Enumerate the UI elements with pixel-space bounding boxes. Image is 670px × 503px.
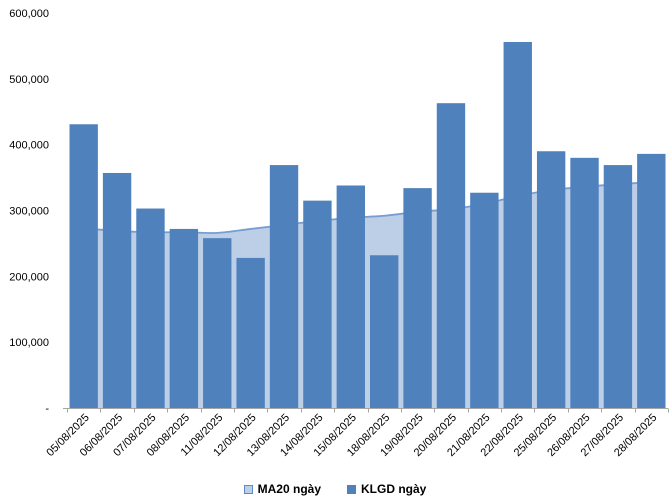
legend-swatch-ma20-icon xyxy=(243,484,253,494)
legend-item-ma20: MA20 ngày xyxy=(243,482,321,496)
legend-item-klgd: KLGD ngày xyxy=(347,482,426,496)
volume-chart: - 100,000 200,000 300,000 400,000 500,000 600,… xyxy=(9,8,669,459)
bar-12/08/2025 xyxy=(236,257,265,408)
y-axis-label: - xyxy=(45,403,49,415)
bar-08/08/2025 xyxy=(169,228,199,408)
bar-19/08/2025 xyxy=(403,188,432,408)
bar-20/08/2025 xyxy=(436,103,466,408)
y-axis-label: 500,000 xyxy=(9,74,49,86)
bar-05/08/2025 xyxy=(69,124,98,408)
bar-07/08/2025 xyxy=(136,208,165,408)
legend-label-klgd: KLGD ngày xyxy=(361,482,427,496)
bar-18/08/2025 xyxy=(370,255,399,408)
bar-22/08/2025 xyxy=(503,41,532,408)
bar-27/08/2025 xyxy=(603,165,633,408)
bar-28/08/2025 xyxy=(637,153,666,408)
bar-26/08/2025 xyxy=(570,157,599,408)
y-axis-label: 400,000 xyxy=(9,140,49,152)
bar-15/08/2025 xyxy=(336,185,365,408)
legend-swatch-klgd-icon xyxy=(347,484,356,494)
bar-25/08/2025 xyxy=(536,151,566,408)
y-axis-label: 200,000 xyxy=(9,271,49,283)
chart-legend: MA20 ngày KLGD ngày xyxy=(0,479,670,499)
y-axis-label: 600,000 xyxy=(9,8,49,20)
bar-06/08/2025 xyxy=(102,172,132,408)
bar-21/08/2025 xyxy=(470,192,499,408)
y-axis-label: 100,000 xyxy=(9,337,49,349)
bar-13/08/2025 xyxy=(269,165,299,408)
bar-11/08/2025 xyxy=(203,238,232,408)
bar-14/08/2025 xyxy=(303,200,332,409)
y-axis-label: 300,000 xyxy=(9,206,49,218)
legend-label-ma20: MA20 ngày xyxy=(257,482,321,496)
